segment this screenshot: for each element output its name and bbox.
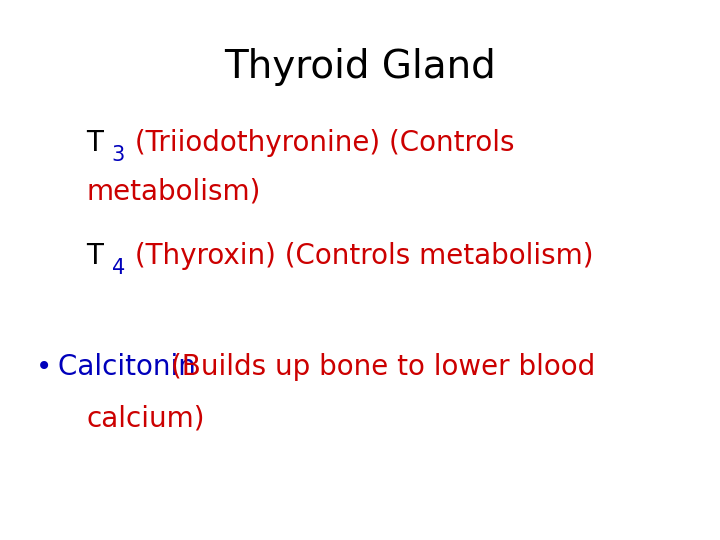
Text: Calcitonin: Calcitonin (58, 353, 204, 381)
Text: (Thyroxin) (Controls metabolism): (Thyroxin) (Controls metabolism) (126, 242, 593, 271)
Text: metabolism): metabolism) (86, 178, 261, 206)
Text: 3: 3 (112, 145, 125, 165)
Text: (Builds up bone to lower blood: (Builds up bone to lower blood (171, 353, 595, 381)
Text: Thyroid Gland: Thyroid Gland (224, 49, 496, 86)
Text: T: T (86, 242, 103, 271)
Text: T: T (86, 129, 103, 157)
Text: •: • (36, 353, 53, 381)
Text: calcium): calcium) (86, 404, 205, 433)
Text: 4: 4 (112, 258, 125, 279)
Text: (Triiodothyronine) (Controls: (Triiodothyronine) (Controls (126, 129, 515, 157)
